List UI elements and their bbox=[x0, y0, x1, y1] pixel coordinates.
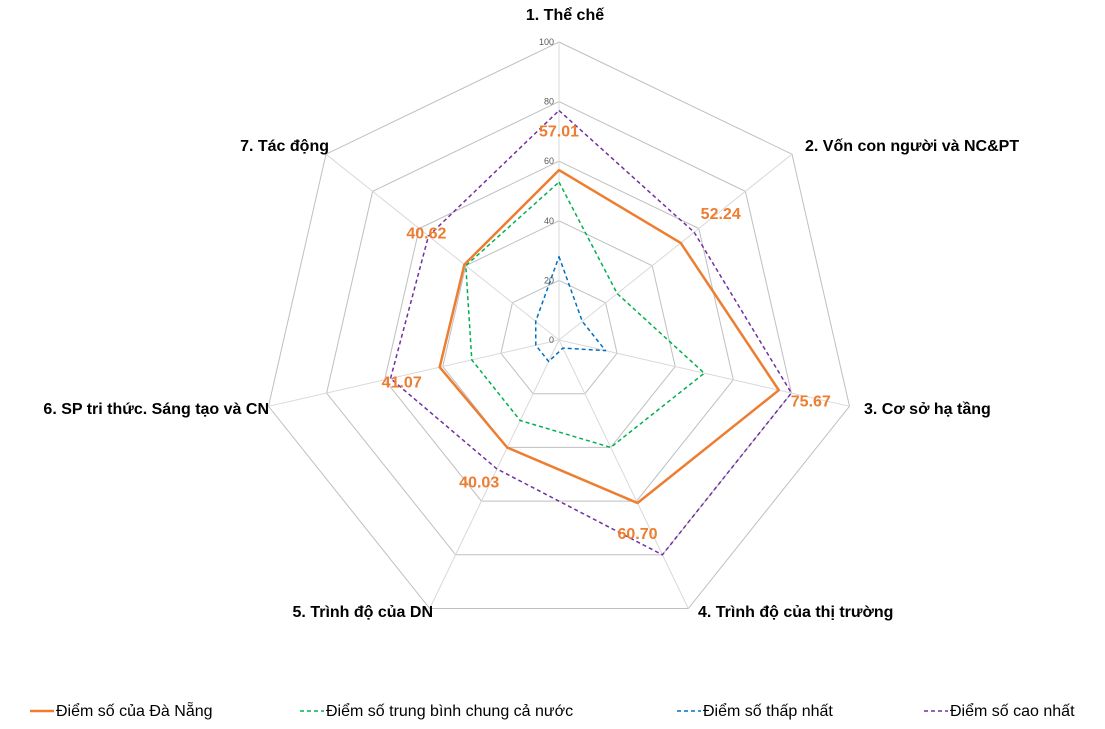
series-line-2 bbox=[465, 181, 706, 449]
data-label-7: 40.62 bbox=[406, 226, 446, 243]
data-label-1: 57.01 bbox=[539, 123, 579, 140]
data-label-6: 41.07 bbox=[382, 374, 422, 391]
data-label-5: 40.03 bbox=[459, 475, 499, 492]
grid-ring-100 bbox=[267, 41, 851, 609]
grid-ring-40 bbox=[442, 220, 676, 448]
radar-spokes bbox=[268, 42, 850, 609]
axis-label-5: 5. Trình độ của DN bbox=[293, 604, 433, 621]
tick-label-100: 100 bbox=[539, 37, 554, 47]
tick-label-80: 80 bbox=[544, 97, 554, 107]
radar-tick-labels: 0 20 40 60 80 100 bbox=[539, 37, 554, 345]
spoke-6 bbox=[268, 339, 560, 407]
data-label-2: 52.24 bbox=[701, 206, 741, 223]
series-line-4 bbox=[389, 109, 793, 556]
legend-label-2: Điểm số trung bình chung cả nước bbox=[326, 702, 573, 720]
tick-label-20: 20 bbox=[544, 275, 554, 285]
spoke-3 bbox=[558, 339, 850, 407]
chart-legend: Điểm số của Đà Nẵng Điểm số trung bình ch… bbox=[30, 701, 1075, 720]
legend-label-1: Điểm số của Đà Nẵng bbox=[56, 701, 213, 720]
tick-label-60: 60 bbox=[544, 156, 554, 166]
grid-ring-20 bbox=[500, 279, 618, 395]
spoke-5 bbox=[429, 339, 560, 609]
axis-label-2: 2. Vốn con người và NC&PT bbox=[805, 138, 1019, 155]
radar-axis-labels: 1. Thể chế 2. Vốn con người và NC&PT 3. Cơ… bbox=[43, 6, 1019, 621]
grid-ring-80 bbox=[326, 101, 792, 556]
data-label-4: 60.70 bbox=[617, 526, 657, 543]
data-label-3: 75.67 bbox=[791, 393, 831, 410]
axis-label-7: 7. Tác động bbox=[240, 138, 329, 155]
axis-label-1: 1. Thể chế bbox=[526, 6, 604, 24]
series-line-1 bbox=[438, 168, 781, 505]
spoke-4 bbox=[558, 339, 689, 609]
tick-label-0: 0 bbox=[549, 335, 554, 345]
spoke-7 bbox=[325, 153, 560, 341]
radar-data-labels: 57.01 52.24 75.67 60.70 40.03 41.07 40.62 bbox=[382, 123, 831, 543]
axis-label-3: 3. Cơ sở hạ tầng bbox=[864, 401, 991, 418]
tick-label-40: 40 bbox=[544, 216, 554, 226]
radar-series bbox=[389, 109, 793, 556]
legend-label-4: Điểm số cao nhất bbox=[950, 702, 1075, 720]
series-line-3 bbox=[534, 255, 607, 363]
axis-label-6: 6. SP tri thức. Sáng tạo và CN bbox=[43, 401, 269, 418]
spoke-2 bbox=[558, 153, 793, 341]
legend-label-3: Điểm số thấp nhất bbox=[703, 702, 833, 720]
axis-label-4: 4. Trình độ của thị trường bbox=[698, 604, 893, 621]
